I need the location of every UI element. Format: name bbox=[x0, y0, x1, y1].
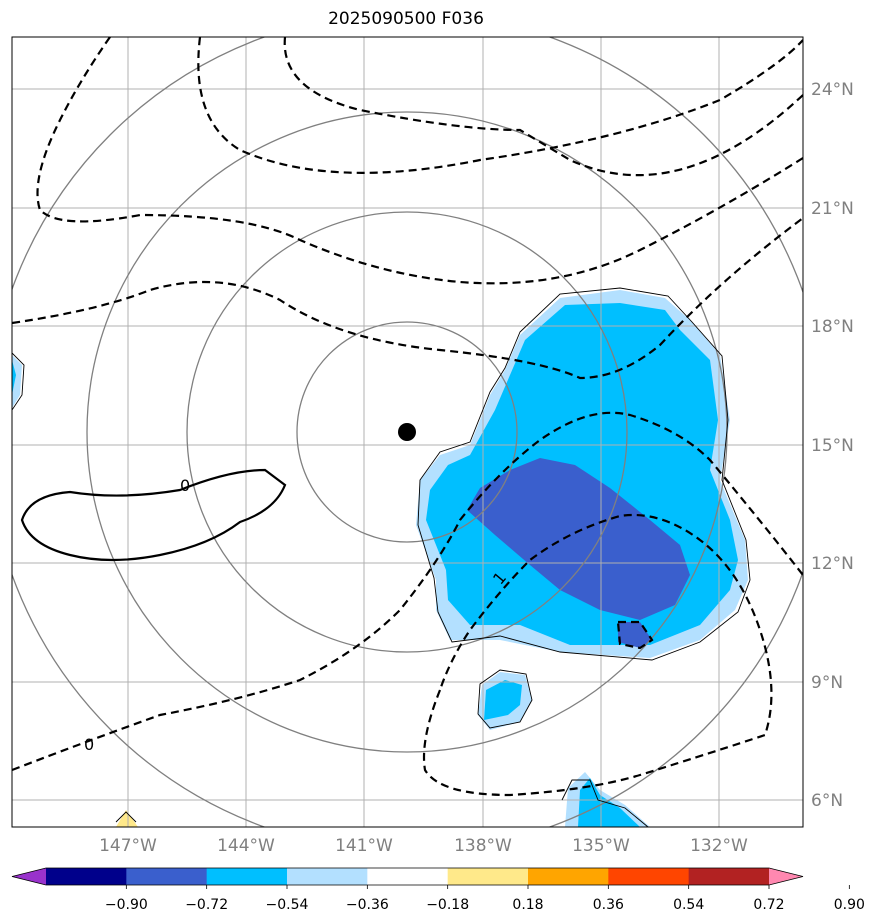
colorbar-segment bbox=[528, 868, 609, 885]
colorbar-outline bbox=[11, 867, 804, 886]
colorbar-segment bbox=[447, 868, 529, 885]
colorbar-segment bbox=[287, 868, 368, 885]
colorbar-extend-high bbox=[769, 868, 803, 885]
colorbar-tick-label: −0.72 bbox=[185, 897, 228, 913]
storm-center-marker bbox=[398, 423, 416, 441]
colorbar-segment bbox=[46, 868, 127, 885]
lat-label: 12°N bbox=[811, 554, 854, 574]
longitude-labels: 147°W 144°W 141°W 138°W 135°W 132°W bbox=[99, 836, 748, 856]
dashed-contours bbox=[12, 37, 803, 797]
colorbar-segment bbox=[206, 868, 288, 885]
solid-zero-contour bbox=[20, 468, 287, 562]
lat-label: 6°N bbox=[811, 791, 843, 811]
lat-label: 24°N bbox=[811, 80, 854, 100]
colorbar-tick-label: −0.90 bbox=[105, 897, 148, 913]
colorbar-tick-label: −0.18 bbox=[426, 897, 469, 913]
latitude-labels: 24°N 21°N 18°N 15°N 12°N 9°N 6°N bbox=[811, 80, 854, 811]
colorbar-extend-low bbox=[12, 868, 46, 885]
colorbar-tick-label: 0.18 bbox=[512, 897, 543, 913]
colorbar-segment bbox=[126, 868, 208, 885]
lon-label: 135°W bbox=[572, 836, 630, 856]
lat-label: 15°N bbox=[811, 436, 854, 456]
colorbar-segment bbox=[688, 868, 770, 885]
lon-label: 132°W bbox=[690, 836, 748, 856]
contour-label-0-solid: 0 bbox=[180, 476, 190, 495]
colorbar-segment bbox=[367, 868, 449, 885]
colorbar-segment bbox=[608, 868, 690, 885]
lon-label: 147°W bbox=[99, 836, 157, 856]
map-title: 2025090500 F036 bbox=[328, 9, 484, 29]
colorbar-tick-label: 0.36 bbox=[593, 897, 624, 913]
lon-label: 141°W bbox=[335, 836, 393, 856]
colorbar-tick-label: −0.54 bbox=[266, 897, 309, 913]
lon-label: 138°W bbox=[454, 836, 512, 856]
lat-label: 9°N bbox=[811, 673, 843, 693]
colorbar-tick-label: 0.90 bbox=[834, 897, 865, 913]
contour-label-0-dashed: 0 bbox=[84, 735, 94, 754]
colorbar: −0.90 −0.72 −0.54 −0.36 −0.18 0.18 0.36 0.54 0.7… bbox=[11, 867, 865, 913]
colorbar-tick-label: 0.54 bbox=[673, 897, 704, 913]
lat-label: 18°N bbox=[811, 317, 854, 337]
lon-label: 144°W bbox=[217, 836, 275, 856]
colorbar-tick-label: −0.36 bbox=[346, 897, 389, 913]
map-frame bbox=[11, 36, 804, 828]
colorbar-tick-label: 0.72 bbox=[753, 897, 784, 913]
lat-label: 21°N bbox=[811, 199, 854, 219]
map-area bbox=[12, 37, 803, 827]
thin-outline-contours bbox=[12, 287, 751, 827]
lat-lon-grid bbox=[12, 37, 803, 827]
